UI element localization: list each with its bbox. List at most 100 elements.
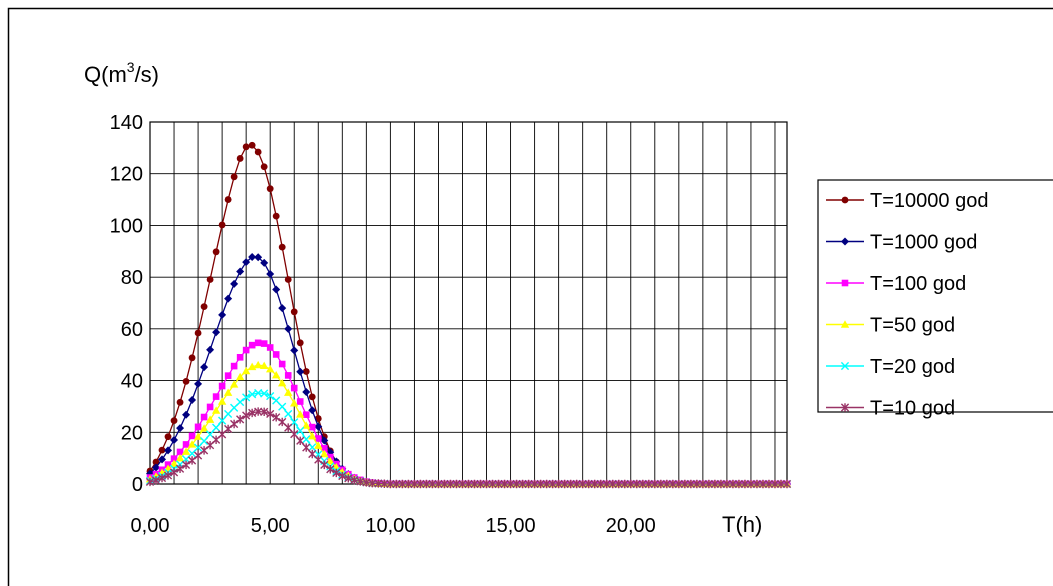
data-point-circle	[176, 398, 184, 406]
data-point-star	[644, 479, 653, 489]
legend-label: T=10 god	[870, 398, 955, 420]
data-point-square	[194, 423, 202, 431]
data-point-square	[224, 372, 232, 379]
data-point-star	[578, 479, 587, 489]
y-tick-label: 20	[121, 422, 143, 444]
data-point-triangle	[265, 364, 275, 373]
legend-entry: T=10 god	[826, 398, 955, 420]
data-point-star	[290, 429, 299, 439]
data-point-circle	[230, 173, 238, 181]
data-point-star	[710, 479, 719, 489]
data-point-circle	[182, 377, 190, 385]
legend-label: T=20 god	[870, 356, 955, 378]
data-point-star	[626, 479, 635, 489]
x-tick-label: 15,00	[486, 515, 536, 537]
data-point-circle	[841, 196, 849, 204]
data-point-x	[840, 361, 850, 371]
data-point-square	[266, 344, 274, 351]
data-point-square	[296, 398, 304, 405]
data-point-diamond	[296, 367, 305, 376]
data-point-star	[506, 479, 515, 489]
data-point-star	[512, 479, 521, 489]
data-point-circle	[170, 417, 178, 425]
data-point-diamond	[170, 436, 179, 445]
x-axis-title: T(h)	[722, 512, 762, 537]
data-point-triangle	[326, 457, 335, 465]
data-point-square	[314, 435, 322, 442]
data-point-triangle	[205, 415, 215, 423]
legend-entry: T=20 god	[826, 356, 955, 378]
data-point-star	[242, 411, 251, 420]
data-point-circle	[266, 185, 274, 193]
data-point-star	[398, 479, 407, 489]
data-point-circle	[272, 212, 280, 220]
data-point-x	[224, 409, 233, 419]
data-point-star	[266, 409, 275, 419]
data-point-star	[428, 479, 437, 489]
data-point-triangle	[175, 453, 185, 462]
legend-entry: T=1000 god	[826, 232, 977, 254]
data-point-star	[740, 479, 750, 489]
data-point-star	[169, 468, 179, 477]
data-point-circle	[224, 196, 232, 203]
data-point-star	[524, 479, 533, 489]
data-point-circle	[260, 163, 268, 171]
data-point-diamond	[206, 345, 215, 354]
data-point-circle	[188, 354, 196, 362]
legend: T=10000 god T=1000 god T=100 god T=50 god T=…	[817, 179, 1053, 420]
data-point-square	[278, 360, 286, 368]
data-point-triangle	[211, 406, 221, 414]
data-point-circle	[278, 243, 286, 251]
data-point-star	[840, 403, 850, 412]
data-point-square	[308, 423, 316, 431]
data-point-star	[746, 479, 756, 489]
data-point-diamond	[176, 424, 185, 433]
legend-label: T=100 god	[870, 273, 966, 295]
data-point-circle	[158, 446, 166, 454]
data-point-star	[590, 479, 599, 489]
data-point-star	[404, 479, 413, 489]
data-point-diamond	[266, 270, 275, 279]
data-point-star	[650, 479, 659, 489]
data-point-circle	[308, 393, 316, 401]
data-point-circle	[200, 303, 208, 311]
data-point-diamond	[841, 237, 849, 246]
data-point-star	[175, 464, 185, 473]
data-point-star	[476, 479, 485, 489]
data-point-circle	[218, 221, 226, 229]
data-point-triangle	[290, 399, 299, 407]
legend-entry: T=50 god	[826, 315, 955, 337]
data-point-star	[554, 479, 563, 489]
data-point-triangle	[840, 320, 850, 328]
data-point-star	[434, 479, 443, 489]
data-point-diamond	[284, 324, 293, 333]
data-point-star	[560, 479, 569, 489]
x-tick-label: 0,00	[131, 515, 170, 537]
data-point-star	[668, 479, 677, 489]
y-axis-title-tail: /s)	[135, 62, 159, 87]
data-point-circle	[164, 433, 172, 441]
tick-labels: 0 20 40 60 80 100 120 140 0,00 5,00 10,00 15,00 20,0…	[110, 112, 656, 537]
y-axis-title: Q(m3/s)	[84, 59, 159, 87]
data-point-triangle	[314, 441, 323, 449]
data-point-diamond	[224, 294, 233, 303]
data-point-square	[170, 455, 178, 462]
data-point-star	[722, 479, 732, 489]
legend-entry: T=10000 god	[826, 190, 988, 212]
data-point-square	[272, 351, 280, 358]
data-point-star	[302, 443, 311, 452]
data-point-square	[212, 393, 220, 400]
data-point-circle	[206, 276, 214, 283]
data-point-star	[488, 479, 497, 489]
data-point-triangle	[253, 360, 263, 369]
data-point-x	[272, 396, 281, 405]
data-point-diamond	[242, 258, 251, 267]
y-tick-label: 40	[121, 371, 143, 393]
data-point-square	[176, 448, 184, 456]
data-point-star	[145, 477, 155, 487]
data-point-circle	[152, 458, 160, 466]
data-point-star	[674, 479, 683, 489]
data-point-star	[728, 479, 738, 489]
data-point-star	[614, 479, 623, 489]
